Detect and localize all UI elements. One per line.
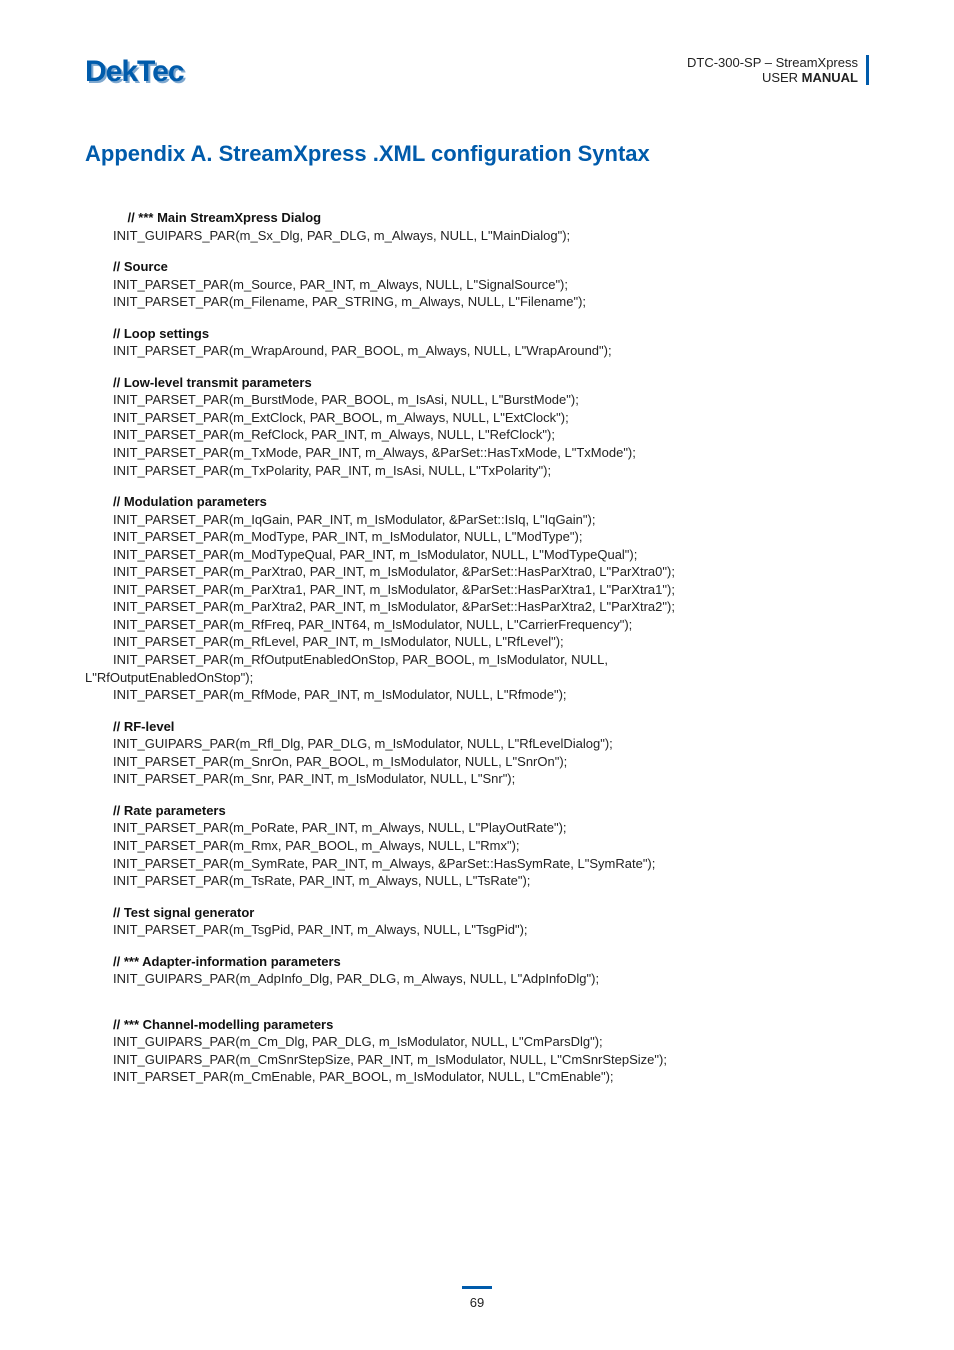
section-heading: // Rate parameters xyxy=(85,802,869,820)
footer-bar xyxy=(462,1286,492,1289)
code-line: INIT_PARSET_PAR(m_Filename, PAR_STRING, … xyxy=(85,293,869,311)
svg-text:DekTec: DekTec xyxy=(85,55,184,88)
code-line: INIT_PARSET_PAR(m_SnrOn, PAR_BOOL, m_IsM… xyxy=(85,753,869,771)
page-number: 69 xyxy=(0,1295,954,1310)
section-gap xyxy=(85,939,869,953)
code-line: INIT_PARSET_PAR(m_ParXtra2, PAR_INT, m_I… xyxy=(85,598,869,616)
section-heading: // RF-level xyxy=(85,718,869,736)
code-line: INIT_PARSET_PAR(m_TxMode, PAR_INT, m_Alw… xyxy=(85,444,869,462)
code-line: INIT_PARSET_PAR(m_SymRate, PAR_INT, m_Al… xyxy=(85,855,869,873)
page-header: DekTec DekTec DTC-300-SP – StreamXpress … xyxy=(85,55,869,91)
code-line: INIT_PARSET_PAR(m_TsgPid, PAR_INT, m_Alw… xyxy=(85,921,869,939)
section-heading: // Modulation parameters xyxy=(85,493,869,511)
code-line: INIT_PARSET_PAR(m_ModType, PAR_INT, m_Is… xyxy=(85,528,869,546)
code-line: INIT_GUIPARS_PAR(m_Rfl_Dlg, PAR_DLG, m_I… xyxy=(85,735,869,753)
code-line-wrapped: L"RfOutputEnabledOnStop"); xyxy=(85,669,869,687)
section-heading: // *** Channel-modelling parameters xyxy=(85,1016,869,1034)
header-manual: MANUAL xyxy=(802,70,858,85)
code-line: INIT_PARSET_PAR(m_CmEnable, PAR_BOOL, m_… xyxy=(85,1068,869,1086)
section-gap xyxy=(85,311,869,325)
code-line: INIT_PARSET_PAR(m_ParXtra1, PAR_INT, m_I… xyxy=(85,581,869,599)
code-line: INIT_PARSET_PAR(m_TxPolarity, PAR_INT, m… xyxy=(85,462,869,480)
code-line: INIT_PARSET_PAR(m_RfFreq, PAR_INT64, m_I… xyxy=(85,616,869,634)
code-line: INIT_PARSET_PAR(m_IqGain, PAR_INT, m_IsM… xyxy=(85,511,869,529)
code-line: INIT_PARSET_PAR(m_ParXtra0, PAR_INT, m_I… xyxy=(85,563,869,581)
header-doc-code: DTC-300-SP – xyxy=(687,55,776,70)
code-line: INIT_PARSET_PAR(m_RefClock, PAR_INT, m_A… xyxy=(85,426,869,444)
code-line: INIT_PARSET_PAR(m_WrapAround, PAR_BOOL, … xyxy=(85,342,869,360)
code-line: INIT_PARSET_PAR(m_TsRate, PAR_INT, m_Alw… xyxy=(85,872,869,890)
code-line: INIT_GUIPARS_PAR(m_CmSnrStepSize, PAR_IN… xyxy=(85,1051,869,1069)
code-line: INIT_PARSET_PAR(m_Rmx, PAR_BOOL, m_Alway… xyxy=(85,837,869,855)
section-gap xyxy=(85,244,869,258)
code-line: INIT_PARSET_PAR(m_Snr, PAR_INT, m_IsModu… xyxy=(85,770,869,788)
page-footer: 69 xyxy=(0,1286,954,1310)
section-gap xyxy=(85,890,869,904)
section-gap xyxy=(85,704,869,718)
section-gap xyxy=(85,1086,869,1100)
section-heading: // *** Adapter-information parameters xyxy=(85,953,869,971)
header-product: StreamXpress xyxy=(776,55,858,70)
appendix-title: Appendix A. StreamXpress .XML configurat… xyxy=(85,141,869,167)
header-line2: USER MANUAL xyxy=(687,70,858,85)
section-gap xyxy=(85,1002,869,1016)
code-line: INIT_GUIPARS_PAR(m_Cm_Dlg, PAR_DLG, m_Is… xyxy=(85,1033,869,1051)
code-line: INIT_PARSET_PAR(m_RfLevel, PAR_INT, m_Is… xyxy=(85,633,869,651)
section-gap xyxy=(85,479,869,493)
brand-logo: DekTec DekTec xyxy=(85,55,230,91)
code-line: INIT_PARSET_PAR(m_ExtClock, PAR_BOOL, m_… xyxy=(85,409,869,427)
section-heading: // Source xyxy=(85,258,869,276)
code-line: INIT_PARSET_PAR(m_ModTypeQual, PAR_INT, … xyxy=(85,546,869,564)
section-gap xyxy=(85,988,869,1002)
header-doc-info: DTC-300-SP – StreamXpress USER MANUAL xyxy=(687,55,869,85)
code-line: INIT_PARSET_PAR(m_RfMode, PAR_INT, m_IsM… xyxy=(85,686,869,704)
header-user: USER xyxy=(762,70,802,85)
section-heading: // Low-level transmit parameters xyxy=(85,374,869,392)
section-gap xyxy=(85,360,869,374)
header-line1: DTC-300-SP – StreamXpress xyxy=(687,55,858,70)
section-heading: // Test signal generator xyxy=(85,904,869,922)
section-heading: // *** Main StreamXpress Dialog xyxy=(85,209,869,227)
code-line: INIT_GUIPARS_PAR(m_AdpInfo_Dlg, PAR_DLG,… xyxy=(85,970,869,988)
section-heading: // Loop settings xyxy=(85,325,869,343)
code-line: INIT_GUIPARS_PAR(m_Sx_Dlg, PAR_DLG, m_Al… xyxy=(85,227,869,245)
section-gap xyxy=(85,788,869,802)
code-line: INIT_PARSET_PAR(m_RfOutputEnabledOnStop,… xyxy=(85,651,869,669)
code-line: INIT_PARSET_PAR(m_Source, PAR_INT, m_Alw… xyxy=(85,276,869,294)
code-line: INIT_PARSET_PAR(m_PoRate, PAR_INT, m_Alw… xyxy=(85,819,869,837)
code-line: INIT_PARSET_PAR(m_BurstMode, PAR_BOOL, m… xyxy=(85,391,869,409)
code-content: // *** Main StreamXpress DialogINIT_GUIP… xyxy=(85,209,869,1100)
